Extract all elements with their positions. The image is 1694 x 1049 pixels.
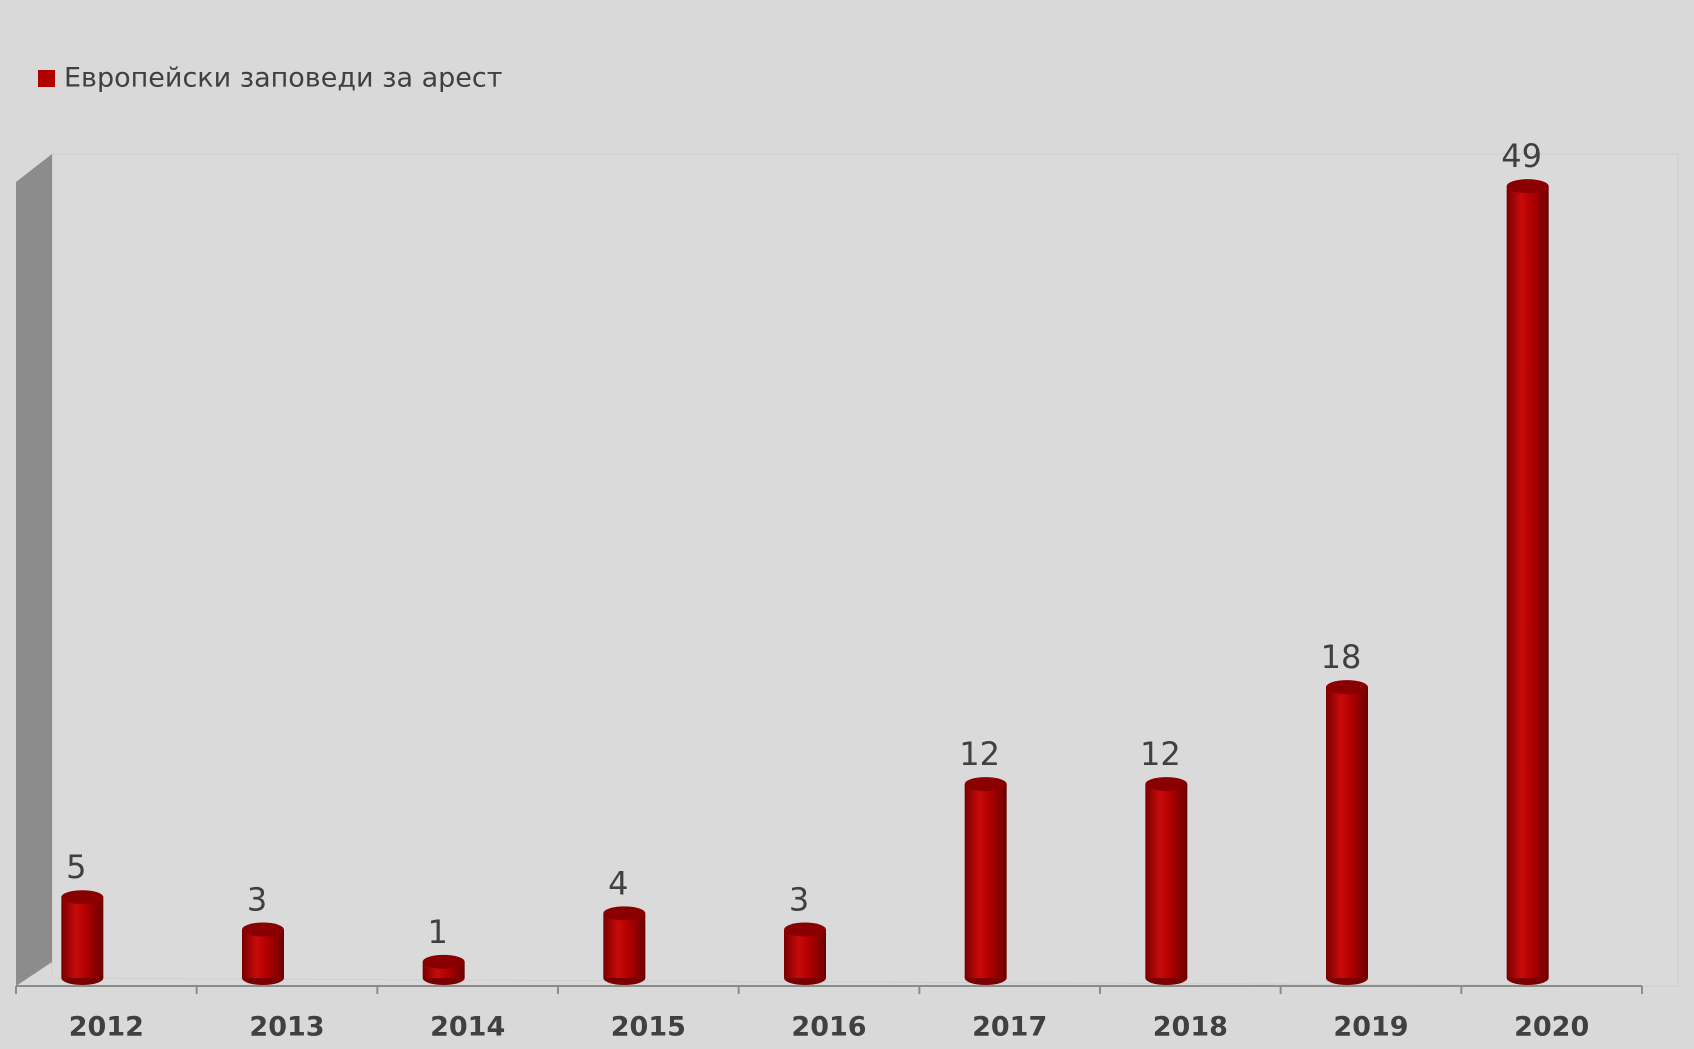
legend-swatch	[38, 70, 55, 87]
bar-top	[603, 906, 646, 921]
bar-body	[784, 929, 826, 978]
bar	[422, 954, 465, 985]
bar-body	[61, 897, 104, 978]
bar	[61, 890, 104, 985]
bar	[784, 922, 826, 985]
x-tick-label: 2013	[249, 1012, 324, 1043]
bar	[1506, 179, 1549, 985]
bar	[242, 922, 284, 985]
bar	[964, 777, 1007, 985]
bar-body	[1506, 186, 1549, 978]
data-label: 4	[608, 864, 628, 902]
side-wall	[16, 154, 52, 986]
data-label: 49	[1501, 137, 1542, 175]
bar-body	[1326, 687, 1368, 978]
x-tick-label: 2012	[69, 1012, 144, 1043]
x-tick-label: 2017	[972, 1012, 1047, 1043]
bar-top	[242, 922, 284, 937]
x-tick-label: 2018	[1153, 1012, 1228, 1043]
back-wall	[51, 153, 1679, 987]
bar-top	[1145, 777, 1188, 792]
bar-top	[964, 777, 1007, 792]
data-label: 18	[1321, 638, 1362, 676]
data-label: 3	[247, 881, 267, 919]
data-label: 5	[66, 848, 86, 886]
x-tick-label: 2014	[430, 1012, 505, 1043]
bar-body	[1145, 784, 1188, 978]
bar-top	[61, 890, 104, 905]
bar-top	[784, 922, 826, 937]
bar-body	[242, 929, 284, 978]
bar-top	[1326, 680, 1368, 695]
bar-top	[1506, 179, 1549, 194]
bar	[603, 906, 646, 985]
data-label: 12	[1140, 735, 1181, 773]
bar	[1145, 777, 1188, 985]
x-tick-label: 2016	[791, 1012, 866, 1043]
bar-body	[603, 913, 646, 978]
data-label: 3	[789, 881, 809, 919]
bar-body	[964, 784, 1007, 978]
bar	[1326, 680, 1368, 985]
data-label: 12	[959, 735, 1000, 773]
data-label: 1	[427, 913, 447, 951]
x-tick-label: 2015	[611, 1012, 686, 1043]
x-tick-label: 2020	[1514, 1012, 1589, 1043]
x-tick-label: 2019	[1333, 1012, 1408, 1043]
bar-top	[422, 954, 465, 969]
legend-label: Европейски заповеди за арест	[64, 63, 502, 94]
